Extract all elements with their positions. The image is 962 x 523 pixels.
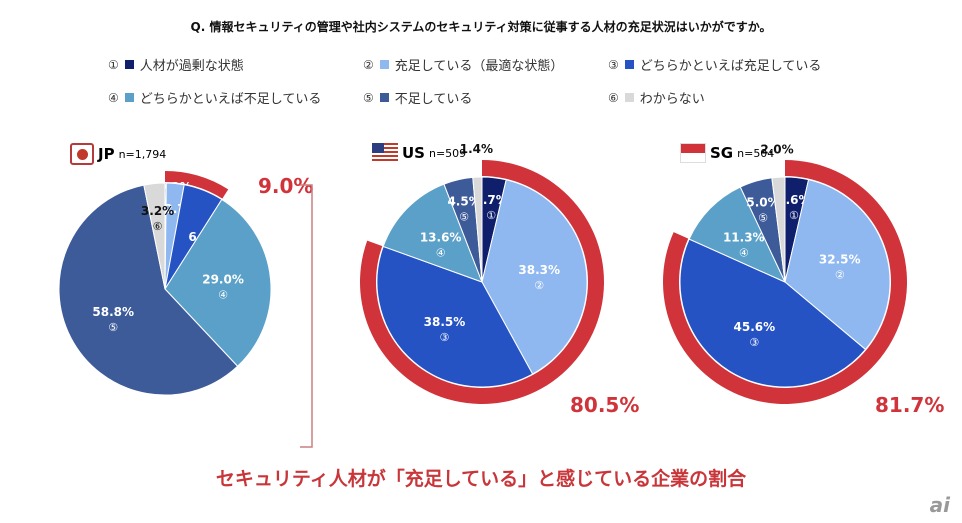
data-label: 3.2% (141, 204, 174, 218)
legend-item: ⑤ 不足している (363, 88, 473, 108)
legend-label: どちらかといえば不足している (139, 92, 322, 107)
pie-slice (58, 184, 239, 396)
pie-slice (784, 179, 891, 351)
country-header: JP n=1,794 (70, 143, 166, 165)
legend-label: わからない (639, 92, 705, 107)
legend-label: 人材が過剰な状態 (139, 59, 244, 74)
pie-slice (688, 186, 787, 284)
ai-logo: ai (929, 493, 950, 517)
legend-item: ④ どちらかといえば不足している (108, 88, 322, 108)
data-label: 58.8% (92, 305, 134, 319)
data-label: 3.6% (777, 193, 810, 207)
legend-number: ① (108, 57, 119, 72)
data-label: 29.0% (202, 273, 244, 287)
country-header: US n=509 (372, 143, 466, 163)
data-label: 45.6% (734, 320, 776, 334)
legend-item: ① 人材が過剰な状態 (108, 55, 244, 75)
legend-item: ③ どちらかといえば充足している (608, 55, 822, 75)
slice-number: ③ (440, 331, 450, 344)
caption: セキュリティ人材が「充足している」と感じている企業の割合 (215, 468, 747, 490)
data-label: 13.6% (420, 231, 462, 245)
legend-swatch (624, 60, 634, 69)
slice-number: ③ (749, 336, 759, 349)
data-label: 1.4% (460, 142, 493, 156)
pie-slice (771, 176, 786, 283)
sufficient-total: 81.7% (875, 393, 944, 417)
slice-number: ① (789, 209, 799, 222)
slice-number: ② (835, 269, 845, 282)
pie-slice (382, 183, 483, 283)
pie-slice (481, 179, 588, 375)
sufficient-ring (165, 171, 229, 199)
bracket-line (300, 184, 313, 448)
slice-number: ④ (739, 247, 749, 260)
data-label: 11.3% (723, 231, 765, 245)
data-label: 38.3% (518, 263, 560, 277)
country-code: US (402, 144, 425, 162)
legend-label: 不足している (394, 92, 473, 107)
legend-label: 充足している（最適な状態） (394, 59, 564, 74)
pie-slice (376, 245, 534, 388)
data-label: 38.5% (424, 315, 466, 329)
singapore-flag-icon (680, 143, 706, 163)
country-header: SG n=504 (680, 143, 774, 163)
pie-slice (143, 182, 166, 290)
country-code: JP (98, 145, 115, 163)
sufficient-total: 9.0% (258, 174, 313, 198)
legend-item: ⑥ わからない (608, 88, 705, 108)
legend-item: ② 充足している（最適な状態） (363, 55, 564, 75)
slice-number: ⑤ (758, 211, 768, 224)
legend-number: ② (363, 57, 374, 72)
sample-size: n=1,794 (118, 147, 167, 161)
slice-number: ④ (218, 289, 228, 302)
legend-number: ③ (608, 57, 619, 72)
legend-swatch (624, 93, 634, 102)
data-label: 2.0% (760, 142, 793, 156)
slice-number: ⑥ (153, 220, 163, 233)
pie-slice (164, 198, 272, 367)
legend-number: ④ (108, 90, 119, 105)
pie-slice (679, 238, 867, 388)
data-label: 32.5% (819, 253, 861, 267)
legend-number: ⑥ (608, 90, 619, 105)
legend-swatch (379, 60, 389, 69)
data-label: 4.5% (447, 194, 480, 208)
slice-number: ④ (436, 247, 446, 260)
data-label: 3.7% (474, 193, 507, 207)
data-label: 5.0% (746, 195, 779, 209)
slice-number: ⑤ (108, 321, 118, 334)
legend-number: ⑤ (363, 90, 374, 105)
japan-flag-icon (70, 143, 94, 165)
chart-title: Q. 情報セキュリティの管理や社内システムのセキュリティ対策に従事する人材の充足… (190, 20, 772, 34)
slice-number: ① (486, 209, 496, 222)
legend-swatch (379, 93, 389, 102)
sample-size: n=504 (737, 146, 775, 160)
legend-swatch (124, 60, 134, 69)
country-code: SG (710, 144, 734, 162)
slice-number: ⑤ (459, 210, 469, 223)
pie-slice (472, 176, 483, 283)
legend-swatch (124, 93, 134, 102)
legend-label: どちらかといえば充足している (639, 59, 822, 74)
us-flag-icon (372, 143, 398, 163)
slice-number: ② (534, 279, 544, 292)
sufficient-total: 80.5% (570, 393, 639, 417)
sample-size: n=509 (428, 146, 467, 160)
